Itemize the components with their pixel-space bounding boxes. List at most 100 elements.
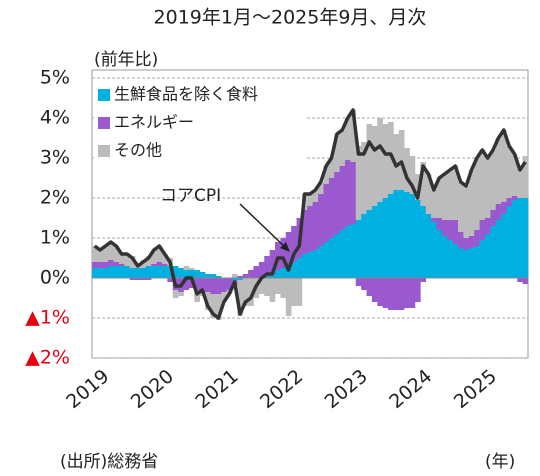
- legend-box: [94, 80, 306, 166]
- bar-segment: [409, 278, 416, 308]
- bar-segment: [344, 160, 351, 226]
- bar-segment: [215, 294, 222, 320]
- bar-segment: [92, 246, 98, 262]
- bar-segment: [307, 206, 313, 252]
- bar-segment: [237, 278, 244, 280]
- bar-segment: [334, 172, 340, 234]
- y-tick-label: 1%: [40, 227, 70, 249]
- bar-segment: [328, 238, 335, 278]
- bar-segment: [231, 274, 238, 278]
- bar-segment: [398, 278, 405, 310]
- bar-segment: [145, 278, 152, 280]
- bar-segment: [382, 198, 389, 278]
- bar-segment: [388, 194, 394, 278]
- bar-segment: [172, 266, 179, 278]
- bar-segment: [334, 234, 340, 278]
- bar-segment: [156, 266, 163, 278]
- bar-segment: [269, 250, 276, 274]
- bar-segment: [404, 278, 410, 308]
- y-axis-label: (前年比): [94, 50, 158, 70]
- legend-swatch: [98, 117, 110, 129]
- bar-segment: [151, 266, 157, 278]
- bar-segment: [371, 278, 378, 302]
- bar-segment: [463, 186, 470, 238]
- bar-segment: [371, 126, 378, 206]
- bar-segment: [328, 158, 335, 178]
- bar-segment: [506, 146, 513, 198]
- bar-segment: [167, 266, 174, 278]
- bar-segment: [501, 202, 507, 214]
- bar-segment: [501, 214, 507, 278]
- bar-segment: [474, 246, 480, 278]
- x-tick-label: 2023: [321, 365, 372, 413]
- bar-segment: [398, 190, 405, 278]
- bar-segment: [355, 220, 362, 278]
- bar-segment: [377, 278, 383, 306]
- bar-segment: [382, 278, 389, 308]
- bar-segment: [237, 280, 244, 316]
- bar-segment: [242, 274, 249, 278]
- bar-segment: [479, 150, 486, 220]
- bar-segment: [420, 162, 427, 206]
- bar-segment: [447, 220, 453, 240]
- x-tick-label: 2025: [450, 365, 501, 413]
- bar-segment: [178, 292, 184, 296]
- bar-segment: [285, 232, 292, 264]
- bar-segment: [215, 278, 222, 294]
- legend-label: 生鮮食品を除く食料: [114, 85, 258, 104]
- source: (出所)総務省: [60, 452, 158, 472]
- bar-segment: [398, 130, 405, 190]
- bar-segment: [140, 268, 147, 278]
- bar-segment: [468, 236, 475, 248]
- core-cpi-line: [93, 108, 527, 320]
- bar-segment: [474, 158, 480, 230]
- bar-segment: [108, 266, 114, 278]
- bar-segment: [140, 278, 147, 280]
- bar-segment: [312, 250, 319, 278]
- x-tick-label: 2024: [385, 365, 436, 413]
- bar-segment: [517, 278, 523, 282]
- bar-segment: [188, 270, 195, 278]
- bar-segment: [409, 194, 416, 278]
- bar-segment: [210, 278, 217, 294]
- annotation: コアCPI: [160, 186, 221, 206]
- bar-segment: [420, 206, 427, 278]
- bar-segment: [178, 268, 184, 278]
- bar-segment: [388, 278, 394, 310]
- bar-segment: [414, 278, 421, 302]
- bar-segment: [102, 268, 109, 278]
- bar-segment: [167, 278, 174, 282]
- legend-label: エネルギー: [114, 113, 194, 132]
- bar-segment: [431, 190, 437, 218]
- bar-segment: [479, 240, 486, 278]
- bar-segment: [441, 174, 448, 220]
- bar-segment: [404, 192, 410, 278]
- bar-segment: [447, 240, 453, 278]
- bar-segment: [210, 274, 217, 278]
- bar-segment: [511, 154, 518, 196]
- bar-segment: [344, 118, 351, 160]
- bar-segment: [414, 200, 421, 278]
- bar-segment: [151, 264, 157, 266]
- x-tick-label: 2022: [256, 365, 307, 413]
- bar-segment: [97, 250, 104, 262]
- bar-segment: [301, 210, 308, 254]
- bar-segment: [269, 274, 276, 278]
- bar-segment: [280, 278, 287, 298]
- bar-segment: [161, 266, 168, 278]
- bar-segment: [377, 118, 383, 202]
- bar-segment: [452, 244, 459, 278]
- bar-segment: [334, 134, 340, 172]
- bar-segment: [517, 198, 523, 278]
- bar-segment: [361, 142, 367, 214]
- bar-segment: [118, 266, 125, 278]
- legend-swatch: [98, 145, 110, 157]
- bar-segment: [102, 262, 109, 268]
- bar-segment: [350, 110, 357, 162]
- bar-segment: [108, 242, 114, 260]
- bar-segment: [188, 268, 195, 270]
- bar-segment: [420, 278, 427, 282]
- bar-segment: [366, 124, 373, 210]
- bar-segment: [108, 260, 114, 266]
- bar-segment: [511, 196, 518, 200]
